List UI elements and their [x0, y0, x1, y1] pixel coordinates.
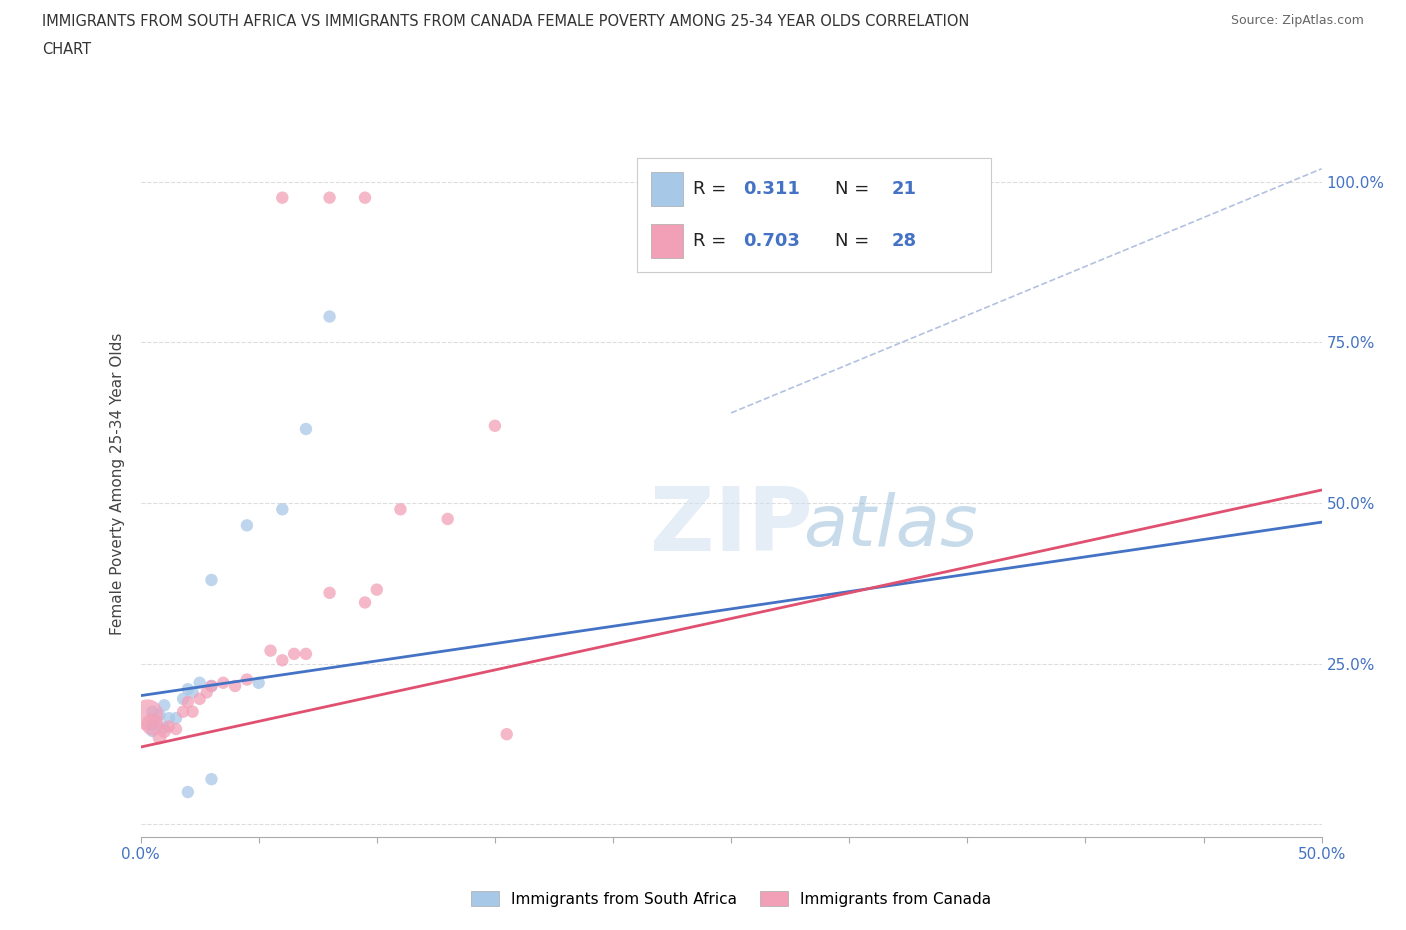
- Point: [188, 691, 211, 706]
- Text: ZIP: ZIP: [650, 483, 813, 569]
- Point: [283, 646, 305, 661]
- Point: [295, 646, 318, 661]
- Point: [153, 721, 176, 736]
- Point: [354, 191, 377, 206]
- Point: [181, 704, 204, 719]
- Point: [153, 724, 176, 738]
- Legend: Immigrants from South Africa, Immigrants from Canada: Immigrants from South Africa, Immigrants…: [465, 885, 997, 913]
- Point: [188, 675, 211, 690]
- Point: [259, 644, 281, 658]
- Point: [271, 653, 294, 668]
- Point: [271, 502, 294, 517]
- Point: [172, 691, 194, 706]
- Point: [157, 711, 180, 725]
- Point: [148, 730, 170, 745]
- Point: [141, 717, 163, 732]
- Point: [200, 772, 222, 787]
- Point: [495, 726, 517, 741]
- Text: Source: ZipAtlas.com: Source: ZipAtlas.com: [1230, 14, 1364, 27]
- Point: [318, 191, 340, 206]
- Point: [366, 582, 388, 597]
- Point: [136, 708, 159, 723]
- Point: [148, 708, 170, 723]
- Point: [271, 191, 294, 206]
- Point: [200, 679, 222, 694]
- Point: [318, 585, 340, 600]
- Point: [236, 672, 259, 687]
- Point: [436, 512, 458, 526]
- Point: [200, 679, 222, 694]
- Point: [177, 695, 200, 710]
- Point: [236, 518, 259, 533]
- Point: [200, 573, 222, 588]
- Point: [484, 418, 506, 433]
- Point: [153, 698, 176, 712]
- Point: [212, 675, 235, 690]
- Point: [295, 421, 318, 436]
- Point: [224, 679, 246, 694]
- Text: IMMIGRANTS FROM SOUTH AFRICA VS IMMIGRANTS FROM CANADA FEMALE POVERTY AMONG 25-3: IMMIGRANTS FROM SOUTH AFRICA VS IMMIGRAN…: [42, 14, 970, 29]
- Point: [141, 717, 163, 732]
- Point: [141, 724, 163, 738]
- Y-axis label: Female Poverty Among 25-34 Year Olds: Female Poverty Among 25-34 Year Olds: [110, 332, 125, 635]
- Point: [165, 722, 187, 737]
- Point: [141, 704, 163, 719]
- Point: [318, 309, 340, 324]
- Point: [247, 675, 270, 690]
- Text: atlas: atlas: [803, 492, 977, 561]
- Point: [157, 719, 180, 734]
- Point: [181, 685, 204, 700]
- Point: [195, 685, 218, 700]
- Point: [177, 785, 200, 800]
- Point: [177, 682, 200, 697]
- Point: [172, 704, 194, 719]
- Point: [165, 711, 187, 725]
- Text: CHART: CHART: [42, 42, 91, 57]
- Point: [389, 502, 412, 517]
- Point: [354, 595, 377, 610]
